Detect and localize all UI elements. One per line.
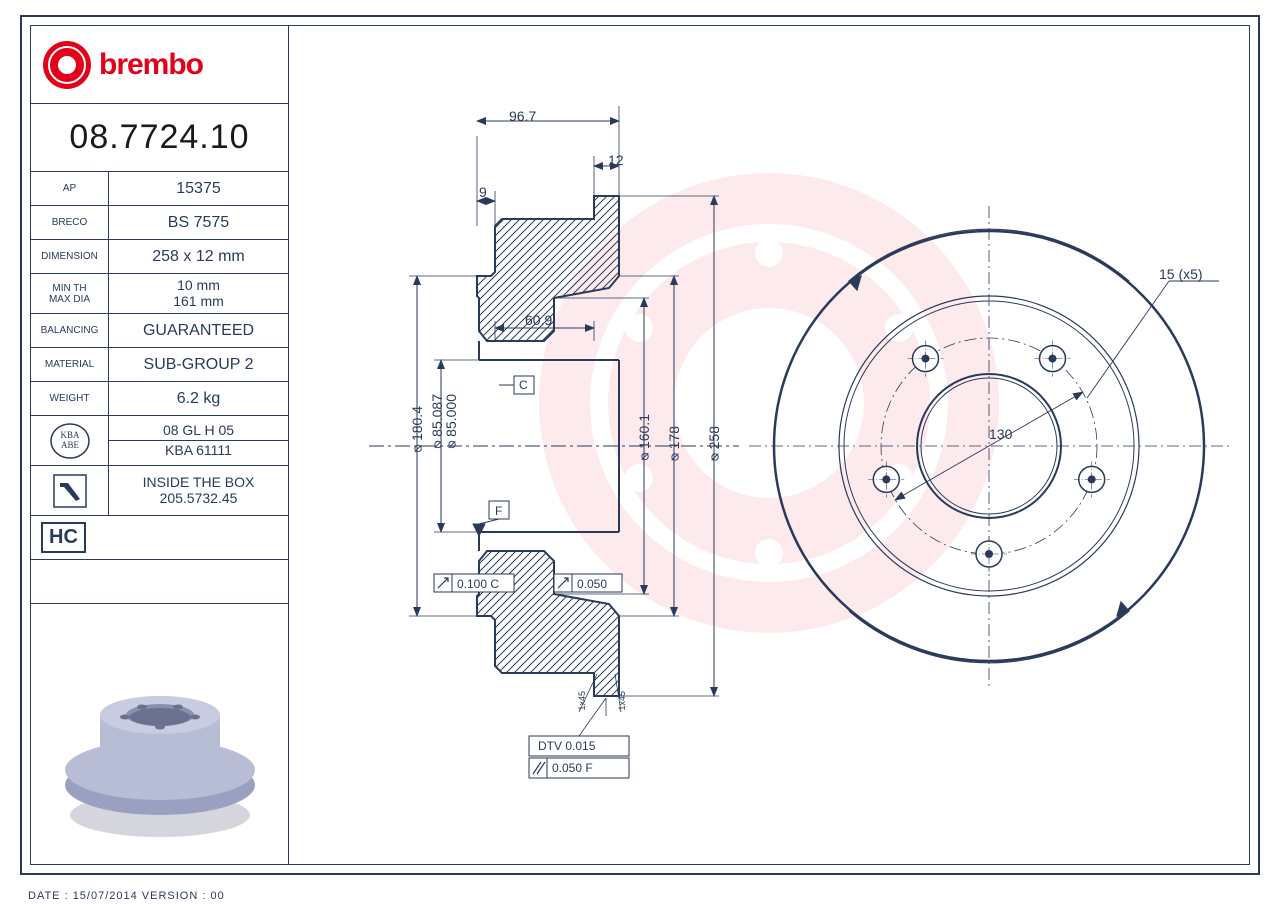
svg-text:ABE: ABE <box>61 440 80 450</box>
tol-right: 0.050 <box>577 577 607 591</box>
hc-cell: HC <box>31 516 288 560</box>
drawing-area: 96.7 12 9 60.9 ⌀180.4 ⌀85.087 ⌀85.000 ⌀1… <box>289 26 1249 864</box>
spec-row-minmax: MIN TH MAX DIA 10 mm 161 mm <box>31 274 288 314</box>
dim-step: 9 <box>479 184 487 200</box>
footer-text: DATE : 15/07/2014 VERSION : 00 <box>28 890 225 902</box>
spec-row-weight: WEIGHT 6.2 kg <box>31 382 288 416</box>
insidebox-line1: INSIDE THE BOX <box>143 475 255 490</box>
spec-value: BS 7575 <box>109 206 288 239</box>
dia-disc: ⌀258 <box>706 426 722 465</box>
kba-line2: KBA 61111 <box>109 440 288 458</box>
spec-label: AP <box>31 172 109 205</box>
empty-cell <box>31 560 288 604</box>
dim-top-width: 96.7 <box>509 108 536 124</box>
dia-bore-min: ⌀85.000 <box>443 394 459 453</box>
kba-value: 08 GL H 05 KBA 61111 <box>109 416 288 465</box>
kba-line1: 08 GL H 05 <box>163 423 234 438</box>
dia-outer-step: ⌀180.4 <box>409 406 425 457</box>
spec-row-kba: KBA ABE 08 GL H 05 KBA 61111 <box>31 416 288 466</box>
inner-frame: brembo 08.7724.10 AP 15375 BRECO BS 7575… <box>30 25 1250 865</box>
dia-flange: ⌀178 <box>666 426 682 465</box>
spec-row-material: MATERIAL SUB-GROUP 2 <box>31 348 288 382</box>
spec-value: 258 x 12 mm <box>109 240 288 273</box>
outer-frame: brembo 08.7724.10 AP 15375 BRECO BS 7575… <box>20 15 1260 875</box>
bolt-spec: 15 (x5) <box>1159 266 1203 282</box>
dia-hub: ⌀160.1 <box>636 414 652 465</box>
brembo-logo-icon <box>43 41 91 89</box>
dim-thickness: 12 <box>608 152 624 168</box>
brand-name: brembo <box>99 48 203 82</box>
spec-value: 15375 <box>109 172 288 205</box>
spec-value: GUARANTEED <box>109 314 288 347</box>
spec-label: DIMENSION <box>31 240 109 273</box>
svg-text:KBA: KBA <box>60 430 80 440</box>
spec-label: BALANCING <box>31 314 109 347</box>
dim-inner: 60.9 <box>525 312 552 328</box>
spec-value: 6.2 kg <box>109 382 288 415</box>
spec-row-ap: AP 15375 <box>31 172 288 206</box>
kba-badge-icon: KBA ABE <box>31 416 109 465</box>
insidebox-value: INSIDE THE BOX 205.5732.45 <box>109 466 288 515</box>
spec-sidebar: brembo 08.7724.10 AP 15375 BRECO BS 7575… <box>31 26 289 864</box>
flatness-label: 0.050 F <box>552 761 593 775</box>
datum-f: F <box>495 504 502 518</box>
chamfer1: 1x45 <box>577 691 587 711</box>
section-view <box>319 76 749 816</box>
spec-row-balancing: BALANCING GUARANTEED <box>31 314 288 348</box>
spec-row-breco: BRECO BS 7575 <box>31 206 288 240</box>
chamfer2: 1x45 <box>617 691 627 711</box>
part-number: 08.7724.10 <box>31 104 288 172</box>
tol-left: 0.100 C <box>457 577 499 591</box>
spec-label: MIN TH MAX DIA <box>31 274 109 313</box>
spec-label: BRECO <box>31 206 109 239</box>
spec-label: WEIGHT <box>31 382 109 415</box>
spec-row-insidebox: INSIDE THE BOX 205.5732.45 <box>31 466 288 516</box>
logo-cell: brembo <box>31 26 288 104</box>
dtv-label: DTV 0.015 <box>538 739 595 753</box>
datum-c: C <box>519 378 528 392</box>
pcd-label: 130 <box>989 426 1012 442</box>
hc-badge: HC <box>41 522 86 553</box>
insidebox-line2: 205.5732.45 <box>160 491 238 506</box>
product-render <box>31 626 288 864</box>
spec-label: MATERIAL <box>31 348 109 381</box>
spec-value: 10 mm 161 mm <box>109 274 288 313</box>
front-view <box>749 106 1229 806</box>
spec-row-dimension: DIMENSION 258 x 12 mm <box>31 240 288 274</box>
spec-value: SUB-GROUP 2 <box>109 348 288 381</box>
screw-icon <box>31 466 109 515</box>
